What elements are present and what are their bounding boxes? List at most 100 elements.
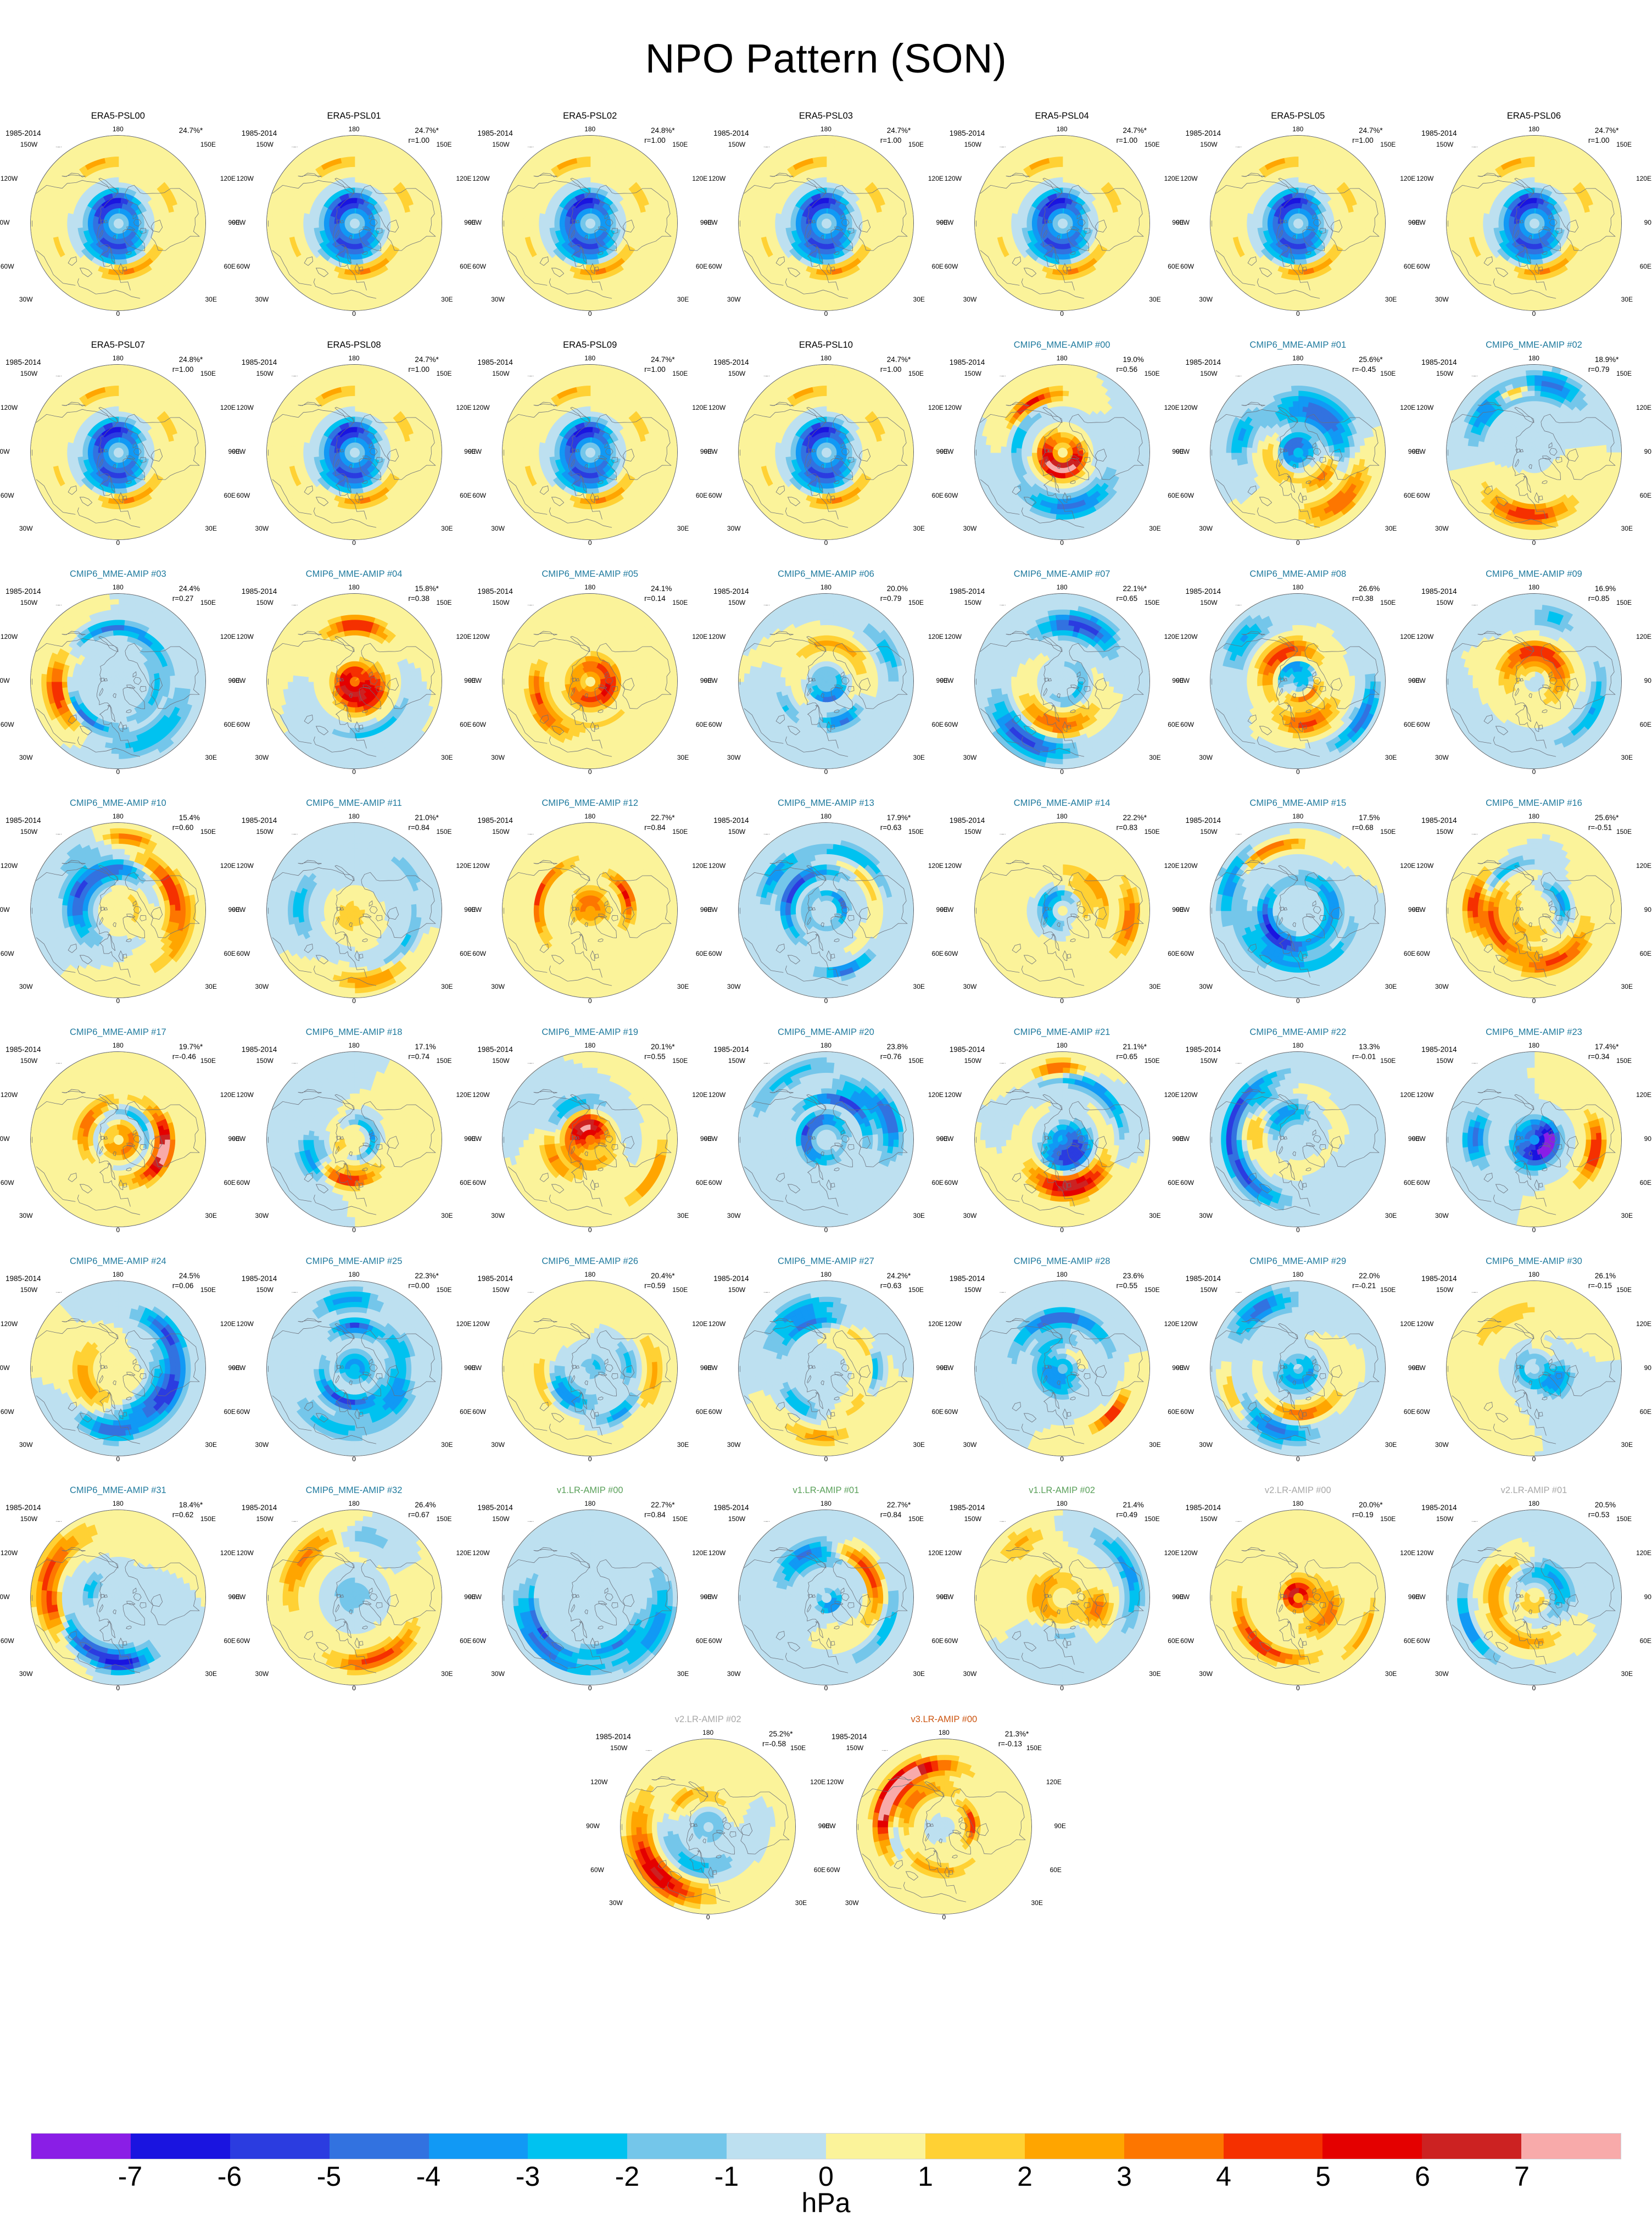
map-panel[interactable]: CMIP6_MME-AMIP #12 1985-2014 22.7%* r=0.84 ·… bbox=[472, 796, 708, 1025]
map-panel[interactable]: CMIP6_MME-AMIP #08 1985-2014 26.6% r=0.38 · … bbox=[1180, 567, 1416, 796]
map-panel[interactable]: CMIP6_MME-AMIP #00 1985-2014 19.0% r=0.56 · … bbox=[944, 338, 1180, 567]
map-panel[interactable]: CMIP6_MME-AMIP #03 1985-2014 24.4% r=0.27 · … bbox=[0, 567, 236, 796]
map-panel[interactable]: v1.LR-AMIP #00 1985-2014 22.7%* r=0.84 · – ·… bbox=[472, 1483, 708, 1712]
map-panel[interactable]: CMIP6_MME-AMIP #17 1985-2014 19.7%* r=-0.46… bbox=[0, 1025, 236, 1254]
map-panel[interactable]: CMIP6_MME-AMIP #16 1985-2014 25.6%* r=-0.51… bbox=[1416, 796, 1652, 1025]
map-panel[interactable]: v1.LR-AMIP #02 1985-2014 21.4% r=0.49 · – · 1… bbox=[944, 1483, 1180, 1712]
map-panel[interactable]: CMIP6_MME-AMIP #24 1985-2014 24.5% r=0.06 · … bbox=[0, 1254, 236, 1483]
polar-map[interactable]: · – ·180150W120W90W60W30W030E60E90E120E1… bbox=[1446, 822, 1622, 998]
map-panel[interactable]: CMIP6_MME-AMIP #28 1985-2014 23.6% r=0.55 · … bbox=[944, 1254, 1180, 1483]
map-panel[interactable]: CMIP6_MME-AMIP #21 1985-2014 21.1%* r=0.65 ·… bbox=[944, 1025, 1180, 1254]
map-panel[interactable]: CMIP6_MME-AMIP #02 1985-2014 18.9%* r=0.79 ·… bbox=[1416, 338, 1652, 567]
map-panel[interactable]: CMIP6_MME-AMIP #10 1985-2014 15.4% r=0.60 · … bbox=[0, 796, 236, 1025]
map-panel[interactable]: CMIP6_MME-AMIP #22 1985-2014 13.3% r=-0.01 ·… bbox=[1180, 1025, 1416, 1254]
map-panel[interactable]: CMIP6_MME-AMIP #07 1985-2014 22.1%* r=0.65 ·… bbox=[944, 567, 1180, 796]
colorbar[interactable] bbox=[31, 2133, 1621, 2159]
map-panel[interactable]: CMIP6_MME-AMIP #11 1985-2014 21.0%* r=0.84 ·… bbox=[236, 796, 472, 1025]
map-panel[interactable]: CMIP6_MME-AMIP #14 1985-2014 22.2%* r=0.83 ·… bbox=[944, 796, 1180, 1025]
map-panel[interactable]: ERA5-PSL00 1985-2014 24.7%* · – · 180 150W 120… bbox=[0, 109, 236, 338]
polar-map[interactable]: · – ·180150W120W90W60W30W030E60E90E120E1… bbox=[30, 135, 206, 311]
polar-map[interactable]: · – ·180150W120W90W60W30W030E60E90E120E1… bbox=[30, 364, 206, 540]
map-panel[interactable]: ERA5-PSL02 1985-2014 24.8%* r=1.00 · – · 180 1… bbox=[472, 109, 708, 338]
map-panel[interactable]: ERA5-PSL09 1985-2014 24.7%* r=1.00 · – · 180 1… bbox=[472, 338, 708, 567]
polar-map[interactable]: · – ·180150W120W90W60W30W030E60E90E120E1… bbox=[30, 1051, 206, 1227]
map-panel[interactable]: CMIP6_MME-AMIP #05 1985-2014 24.1% r=0.14 · … bbox=[472, 567, 708, 796]
polar-map[interactable]: · – ·180150W120W90W60W30W030E60E90E120E1… bbox=[1446, 1051, 1622, 1227]
map-panel[interactable]: CMIP6_MME-AMIP #29 1985-2014 22.0% r=-0.21 ·… bbox=[1180, 1254, 1416, 1483]
map-panel[interactable]: CMIP6_MME-AMIP #01 1985-2014 25.6%* r=-0.45… bbox=[1180, 338, 1416, 567]
map-panel[interactable]: v1.LR-AMIP #01 1985-2014 22.7%* r=0.84 · – ·… bbox=[708, 1483, 944, 1712]
polar-map[interactable]: · – ·180150W120W90W60W30W030E60E90E120E1… bbox=[1446, 1280, 1622, 1456]
map-panel[interactable]: v3.LR-AMIP #00 1985-2014 21.3%* r=-0.13 · – … bbox=[826, 1712, 1062, 1941]
map-panel[interactable]: CMIP6_MME-AMIP #19 1985-2014 20.1%* r=0.55 ·… bbox=[472, 1025, 708, 1254]
map-panel[interactable]: ERA5-PSL04 1985-2014 24.7%* r=1.00 · – · 180 1… bbox=[944, 109, 1180, 338]
map-panel[interactable]: v2.LR-AMIP #02 1985-2014 25.2%* r=-0.58 · – … bbox=[590, 1712, 826, 1941]
map-panel[interactable]: CMIP6_MME-AMIP #18 1985-2014 17.1% r=0.74 · … bbox=[236, 1025, 472, 1254]
map-panel[interactable]: ERA5-PSL01 1985-2014 24.7%* r=1.00 · – · 180 1… bbox=[236, 109, 472, 338]
map-panel[interactable]: CMIP6_MME-AMIP #09 1985-2014 16.9% r=0.85 · … bbox=[1416, 567, 1652, 796]
map-panel[interactable]: CMIP6_MME-AMIP #13 1985-2014 17.9%* r=0.63 ·… bbox=[708, 796, 944, 1025]
map-panel[interactable]: ERA5-PSL06 1985-2014 24.7%* r=1.00 · – · 180 1… bbox=[1416, 109, 1652, 338]
map-panel[interactable]: CMIP6_MME-AMIP #27 1985-2014 24.2%* r=0.63 ·… bbox=[708, 1254, 944, 1483]
polar-map[interactable]: · – ·180150W120W90W60W30W030E60E90E120E1… bbox=[1446, 364, 1622, 540]
polar-map[interactable]: · – ·180150W120W90W60W30W030E60E90E120E1… bbox=[1446, 135, 1622, 311]
polar-map[interactable]: · – ·180150W120W90W60W30W030E60E90E120E1… bbox=[1446, 593, 1622, 769]
polar-map[interactable]: · – ·180150W120W90W60W30W030E60E90E120E1… bbox=[30, 593, 206, 769]
map-panel[interactable]: ERA5-PSL03 1985-2014 24.7%* r=1.00 · – · 180 1… bbox=[708, 109, 944, 338]
map-panel[interactable]: ERA5-PSL07 1985-2014 24.8%* r=1.00 · – · 180 1… bbox=[0, 338, 236, 567]
map-panel[interactable]: CMIP6_MME-AMIP #30 1985-2014 26.1% r=-0.15 ·… bbox=[1416, 1254, 1652, 1483]
map-panel[interactable]: v2.LR-AMIP #00 1985-2014 20.0%* r=0.19 · – ·… bbox=[1180, 1483, 1416, 1712]
map-panel[interactable]: CMIP6_MME-AMIP #06 1985-2014 20.0% r=0.79 · … bbox=[708, 567, 944, 796]
map-panel[interactable]: CMIP6_MME-AMIP #31 1985-2014 18.4%* r=0.62 ·… bbox=[0, 1483, 236, 1712]
polar-map[interactable]: · – ·180150W120W90W60W30W030E60E90E120E1… bbox=[30, 822, 206, 998]
map-panel[interactable]: CMIP6_MME-AMIP #20 1985-2014 23.8% r=0.76 · … bbox=[708, 1025, 944, 1254]
map-panel[interactable]: ERA5-PSL10 1985-2014 24.7%* r=1.00 · – · 180 1… bbox=[708, 338, 944, 567]
polar-map[interactable]: · – ·180150W120W90W60W30W030E60E90E120E1… bbox=[30, 1280, 206, 1456]
map-panel[interactable]: CMIP6_MME-AMIP #26 1985-2014 20.4%* r=0.59 ·… bbox=[472, 1254, 708, 1483]
map-panel[interactable]: CMIP6_MME-AMIP #23 1985-2014 17.4%* r=0.34 ·… bbox=[1416, 1025, 1652, 1254]
map-panel[interactable]: CMIP6_MME-AMIP #15 1985-2014 17.5% r=0.68 · … bbox=[1180, 796, 1416, 1025]
map-panel[interactable]: ERA5-PSL08 1985-2014 24.7%* r=1.00 · – · 180 1… bbox=[236, 338, 472, 567]
map-panel[interactable]: CMIP6_MME-AMIP #04 1985-2014 15.8%* r=0.38 ·… bbox=[236, 567, 472, 796]
map-panel[interactable]: ERA5-PSL05 1985-2014 24.7%* r=1.00 · – · 180 1… bbox=[1180, 109, 1416, 338]
map-panel[interactable]: CMIP6_MME-AMIP #32 1985-2014 26.4% r=0.67 · … bbox=[236, 1483, 472, 1712]
polar-map[interactable]: · – ·180150W120W90W60W30W030E60E90E120E1… bbox=[1446, 1510, 1622, 1685]
